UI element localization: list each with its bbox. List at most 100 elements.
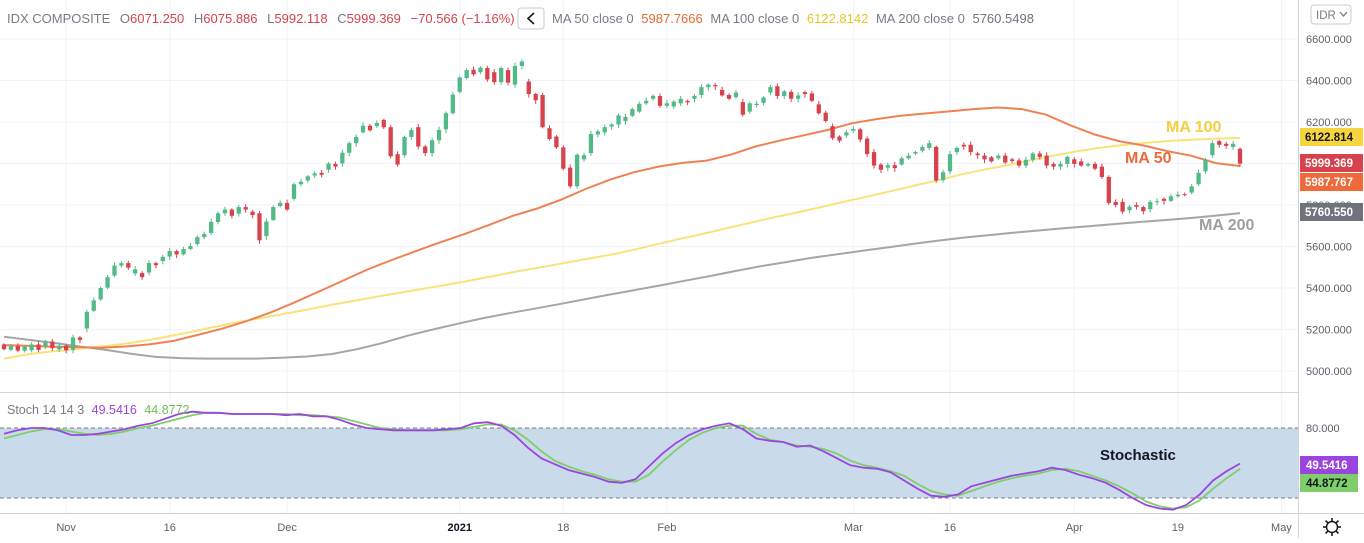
stoch-annotation: Stochastic <box>1100 447 1176 464</box>
candle <box>671 99 676 109</box>
candle <box>968 141 973 156</box>
candle-body <box>333 163 338 167</box>
candle <box>457 76 462 94</box>
candle-body <box>512 65 518 85</box>
candle-body <box>133 269 138 274</box>
candle-body <box>395 154 400 165</box>
candle-body <box>326 163 331 170</box>
candle <box>112 262 117 278</box>
candle <box>519 59 525 70</box>
close-price-tag: 5999.369 <box>1300 154 1363 172</box>
collapse-legend-button[interactable] <box>517 7 545 30</box>
candle-body <box>961 144 966 147</box>
candle <box>312 171 317 179</box>
candle <box>692 93 697 102</box>
candle-body <box>892 165 897 169</box>
candle-body <box>1237 148 1243 164</box>
high-label: H <box>194 11 203 26</box>
candle-body <box>1210 143 1215 156</box>
candle-body <box>340 152 345 164</box>
low-label: L <box>267 11 274 26</box>
candle <box>174 249 179 259</box>
candle-body <box>1044 155 1049 166</box>
time-tick-label: 16 <box>164 522 176 534</box>
candle <box>202 231 207 240</box>
candle-body <box>671 101 676 107</box>
ma200-legend-label: MA 200 close 0 <box>876 11 965 26</box>
candle <box>139 271 145 280</box>
candle <box>1044 152 1049 169</box>
candle-body <box>43 341 48 347</box>
candle-body <box>595 131 600 135</box>
candle <box>533 92 538 104</box>
candle-body <box>623 116 628 121</box>
candle <box>160 254 165 265</box>
candle-body <box>374 123 380 127</box>
candle <box>540 92 545 129</box>
candle <box>450 91 455 115</box>
candle <box>961 142 966 150</box>
candle-body <box>802 92 808 94</box>
candle <box>975 151 980 159</box>
settings-button[interactable] <box>1323 518 1341 536</box>
candle-body <box>77 337 83 340</box>
candle-body <box>1037 153 1042 157</box>
candle-body <box>1058 163 1063 167</box>
candle-body <box>105 277 110 288</box>
candle <box>333 161 338 170</box>
candle-body <box>84 311 90 329</box>
currency-button[interactable]: IDR <box>1310 4 1352 25</box>
candle <box>271 205 276 222</box>
candle <box>264 218 269 240</box>
stoch-axis-ticks: 80.000 <box>1306 423 1340 435</box>
candle-body <box>616 115 621 125</box>
candle-body <box>885 165 890 168</box>
time-tick-label: 16 <box>944 522 956 534</box>
ma100-legend-label: MA 100 close 0 <box>710 11 799 26</box>
candle-body <box>1 344 7 350</box>
candle-body <box>505 70 511 83</box>
candle-body <box>464 70 469 79</box>
candle-body <box>1099 166 1105 177</box>
candle <box>595 129 600 138</box>
candle <box>809 90 815 103</box>
candle <box>782 89 787 100</box>
candle <box>1092 161 1098 171</box>
candle <box>1230 140 1236 151</box>
candle <box>1154 198 1160 206</box>
candle <box>581 152 587 162</box>
candle <box>381 118 386 130</box>
stoch-d-tag-text: 44.8772 <box>1306 478 1348 490</box>
candle-body <box>1134 205 1139 207</box>
candle <box>119 261 124 268</box>
candle <box>899 156 904 166</box>
candle <box>1161 197 1167 205</box>
candle <box>561 145 566 171</box>
candle <box>740 98 745 117</box>
candle-body <box>568 167 573 187</box>
stoch-k-tag: 49.5416 <box>1300 456 1358 474</box>
chevron-down-icon <box>1339 11 1348 17</box>
candle <box>195 235 200 246</box>
candle-body <box>789 91 794 99</box>
candle <box>1037 151 1042 160</box>
candle-body <box>1106 176 1111 203</box>
candle-body <box>989 157 994 162</box>
candle-body <box>837 136 842 141</box>
price-tick-label: 6400.000 <box>1306 76 1352 88</box>
candle-body <box>657 96 663 106</box>
candle-body <box>1120 201 1125 212</box>
candle-body <box>91 300 96 311</box>
candle <box>478 66 483 75</box>
candle <box>512 62 518 88</box>
candle-body <box>913 152 918 154</box>
candle-body <box>402 136 407 156</box>
time-axis-ticks: Nov16Dec202118FebMar16Apr19MayJun <box>56 522 1292 534</box>
ma200-price-tag: 5760.550 <box>1300 203 1363 221</box>
candle-body <box>409 129 414 137</box>
candle-body <box>554 136 559 148</box>
candle <box>789 89 794 103</box>
time-tick-label: Apr <box>1066 522 1083 534</box>
